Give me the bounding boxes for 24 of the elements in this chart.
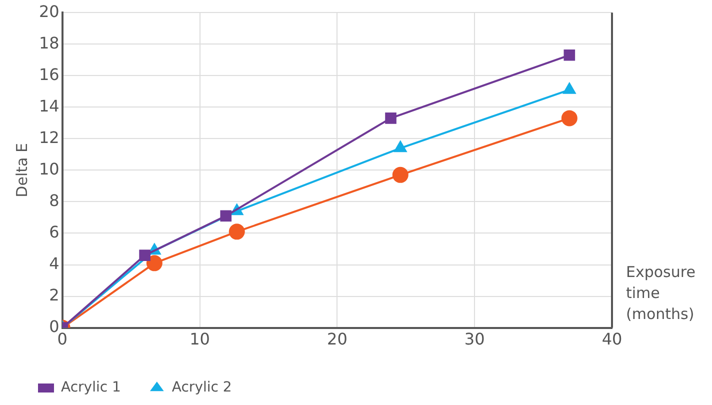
x-tick-label: 30	[464, 330, 485, 349]
x-axis-title: Exposure time (months)	[626, 262, 696, 325]
point	[393, 140, 408, 152]
point	[564, 49, 576, 61]
y-tick-label: 2	[49, 285, 60, 304]
y-tick-label: 0	[49, 316, 60, 336]
point	[392, 166, 408, 183]
point	[385, 112, 396, 124]
x-tick-label: 10	[190, 330, 210, 349]
y-tick-label: 18	[39, 33, 60, 52]
y-tick-label: 10	[39, 159, 60, 178]
y-axis-title: Delta E	[12, 143, 31, 198]
point	[561, 110, 578, 126]
y-tick-label: 4	[49, 254, 60, 273]
x-tick-label: 40	[602, 330, 622, 349]
legend-label: Acrylic 1	[61, 380, 121, 396]
y-tick-label: 14	[39, 96, 60, 116]
y-tick-label: 6	[49, 222, 60, 242]
y-tick-label: 12	[39, 128, 60, 147]
x-tick-label: 20	[327, 330, 348, 349]
y-tick-label: 16	[39, 64, 60, 84]
legend-label: Acrylic 2	[172, 380, 232, 396]
y-tick-label: 20	[39, 2, 60, 21]
y-tick-label: 8	[49, 190, 60, 210]
